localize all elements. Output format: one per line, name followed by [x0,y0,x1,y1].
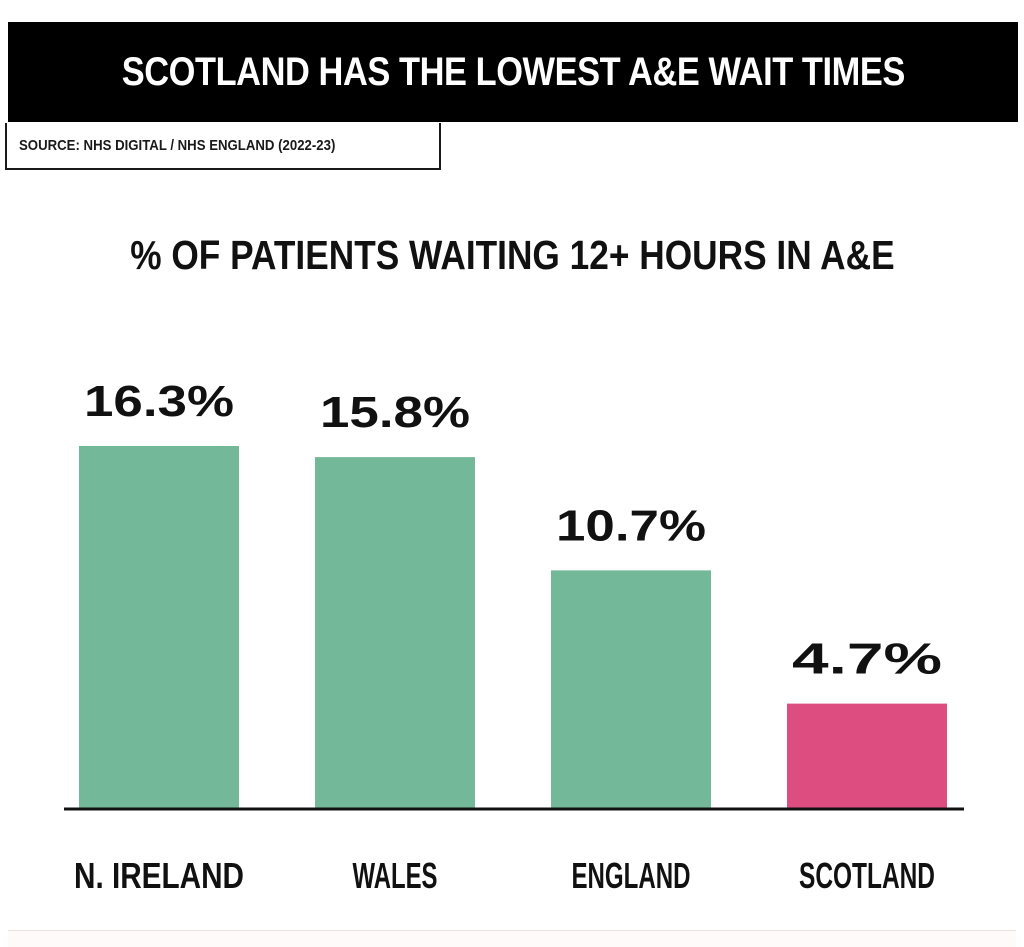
bar-england [551,570,711,808]
category-label: WALES [353,855,438,896]
title-banner: SCOTLAND HAS THE LOWEST A&E WAIT TIMES [8,22,1018,122]
value-label: 15.8% [320,388,470,437]
source-label: SOURCE: NHS DIGITAL / NHS ENGLAND (2022-… [19,137,336,154]
bar-n-ireland [79,446,239,808]
bottom-divider [8,930,1016,947]
source-box: SOURCE: NHS DIGITAL / NHS ENGLAND (2022-… [5,123,441,170]
bar-scotland [787,703,947,808]
category-label: N. IRELAND [74,855,244,896]
value-label: 10.7% [556,501,706,550]
bar-wales [315,457,475,808]
chart-title-text: % OF PATIENTS WAITING 12+ HOURS IN A&E [129,232,895,278]
value-label: 16.3% [84,377,234,426]
category-label: SCOTLAND [799,855,935,896]
category-label: ENGLAND [572,855,691,896]
chart-title: % OF PATIENTS WAITING 12+ HOURS IN A&E [0,232,1024,279]
page-title: SCOTLAND HAS THE LOWEST A&E WAIT TIMES [121,49,905,94]
value-label: 4.7% [792,635,942,684]
